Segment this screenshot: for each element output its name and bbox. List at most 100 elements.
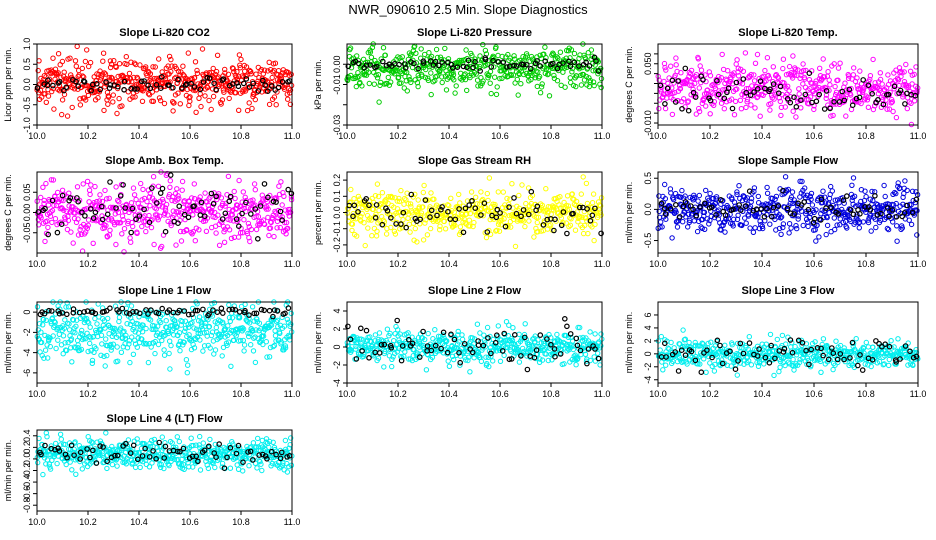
highlight-point [862, 204, 868, 210]
highlight-point [856, 94, 863, 101]
data-point [562, 84, 568, 90]
highlight-point [106, 85, 113, 91]
data-point [227, 217, 234, 223]
data-point [272, 333, 279, 339]
highlight-point [537, 332, 544, 338]
data-point [585, 50, 591, 56]
y-axis-label: ml/min per min. [313, 312, 323, 374]
highlight-point [240, 80, 247, 87]
data-point [788, 225, 794, 231]
highlight-point [886, 213, 893, 220]
data-point [425, 77, 432, 84]
highlight-point [355, 60, 362, 67]
data-point [867, 73, 874, 79]
data-point [108, 341, 114, 348]
data-point [709, 82, 715, 89]
highlight-point [141, 78, 148, 84]
data-point [167, 338, 173, 344]
highlight-point [179, 85, 185, 91]
data-point [545, 210, 551, 216]
x-tick-label: 10.4 [753, 131, 771, 141]
data-point [148, 224, 155, 231]
data-point [59, 97, 66, 103]
data-point [722, 229, 728, 235]
highlight-point [542, 58, 549, 65]
data-point [107, 64, 114, 71]
data-point [706, 221, 712, 227]
data-point [848, 92, 854, 98]
data-point [751, 72, 757, 78]
highlight-point [880, 101, 887, 108]
highlight-point [818, 196, 825, 203]
data-point [425, 75, 431, 81]
data-point [898, 68, 904, 75]
data-point [42, 238, 48, 245]
data-point [265, 68, 271, 74]
data-point [734, 57, 740, 63]
x-tick-label: 11.0 [284, 389, 301, 399]
data-point [394, 206, 401, 212]
data-point [882, 193, 888, 200]
highlight-point [456, 206, 462, 212]
data-point [914, 208, 920, 214]
highlight-point [576, 204, 583, 211]
highlight-point [889, 207, 896, 213]
data-point [504, 195, 510, 202]
data-point [127, 76, 134, 82]
highlight-point [770, 81, 777, 87]
data-point [690, 86, 696, 93]
data-point [493, 91, 500, 98]
data-point [860, 87, 867, 93]
data-point [170, 194, 176, 200]
data-point [73, 323, 79, 329]
data-point [388, 79, 394, 85]
data-point [821, 74, 828, 80]
data-point [822, 200, 828, 206]
data-point [79, 65, 86, 72]
data-point [144, 198, 150, 205]
data-point [89, 357, 96, 364]
data-point [824, 222, 831, 229]
data-point [84, 225, 91, 232]
data-point [46, 210, 53, 216]
highlight-point [402, 65, 409, 71]
highlight-point [598, 230, 604, 237]
data-point [248, 226, 255, 233]
data-point [428, 190, 434, 196]
data-point [860, 219, 866, 225]
highlight-point [394, 317, 401, 324]
highlight-point [493, 214, 500, 221]
highlight-point [784, 205, 791, 212]
data-point [140, 186, 146, 193]
data-point [743, 220, 749, 226]
data-point [656, 105, 662, 112]
highlight-point [821, 106, 828, 112]
data-point [78, 330, 84, 337]
data-point [424, 232, 431, 238]
data-point [516, 359, 523, 365]
data-point [885, 226, 892, 233]
highlight-point [366, 354, 372, 361]
data-point [721, 106, 727, 112]
data-point [780, 56, 787, 62]
data-point [412, 191, 418, 198]
data-point [673, 209, 679, 215]
data-point [796, 91, 802, 97]
data-point [368, 54, 375, 60]
highlight-point [363, 62, 370, 68]
data-point [347, 45, 354, 51]
data-point [271, 342, 278, 349]
x-tick-label: 11.0 [284, 131, 301, 141]
highlight-point [175, 76, 181, 83]
data-point [834, 222, 840, 228]
data-point [772, 196, 778, 202]
data-point [87, 340, 93, 347]
data-point [87, 59, 94, 66]
data-point [743, 196, 749, 203]
data-point [732, 98, 739, 105]
y-tick-label: -2 [22, 328, 32, 336]
data-point [61, 325, 68, 331]
data-point [197, 330, 204, 337]
data-point [748, 199, 754, 205]
